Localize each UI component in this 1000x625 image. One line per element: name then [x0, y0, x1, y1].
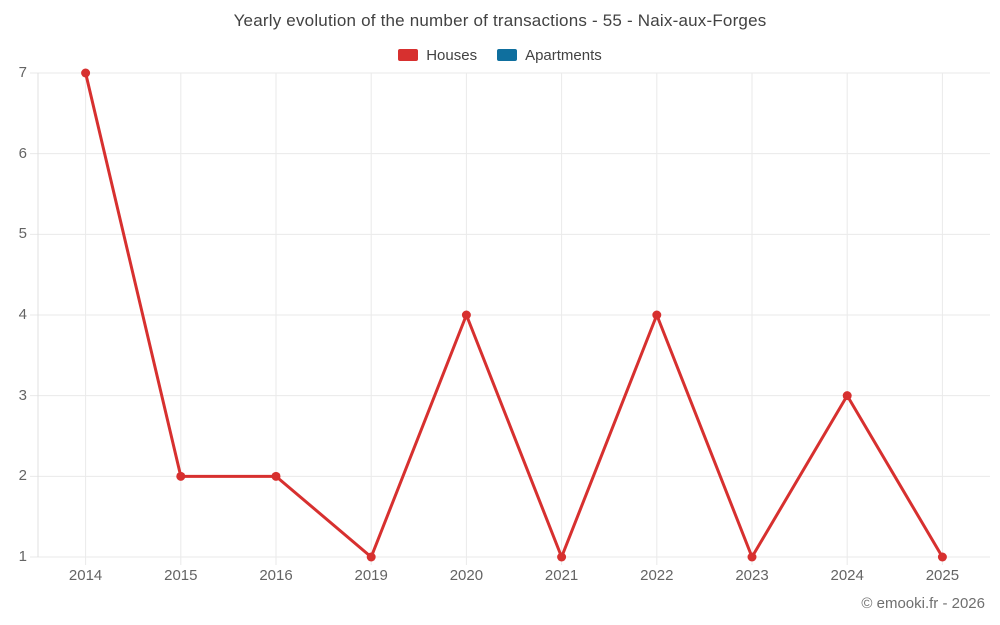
series-line-houses: [84, 71, 944, 559]
data-point-houses[interactable]: [557, 552, 567, 562]
y-axis-tick-label: 3: [18, 386, 27, 404]
legend-item-apartments[interactable]: Apartments: [497, 47, 602, 64]
legend-label: Houses: [426, 46, 478, 64]
data-point-houses[interactable]: [366, 552, 376, 562]
x-axis-tick-label: 2022: [640, 567, 674, 584]
y-axis-tick-label: 5: [18, 225, 27, 243]
x-axis-tick-label: 2014: [68, 567, 103, 584]
x-axis-tick-label: 2025: [925, 567, 960, 584]
data-point-houses[interactable]: [271, 471, 281, 481]
x-axis-tick-label: 2021: [544, 567, 579, 584]
x-axis-tick-label: 2020: [449, 567, 484, 584]
footer-credit: © emooki.fr - 2026: [861, 595, 985, 612]
data-point-houses[interactable]: [461, 310, 471, 320]
chart-title: Yearly evolution of the number of transa…: [233, 11, 767, 30]
data-point-houses[interactable]: [842, 391, 852, 401]
data-point-houses[interactable]: [652, 310, 662, 320]
legend-swatch-apartments: [497, 49, 518, 61]
data-point-houses[interactable]: [747, 552, 757, 562]
legend-swatch-houses: [398, 49, 419, 61]
data-point-houses[interactable]: [176, 471, 186, 481]
x-axis-tick-label: 2015: [164, 567, 198, 584]
x-axis-tick-label: 2016: [259, 567, 293, 584]
legend-item-houses[interactable]: Houses: [398, 47, 477, 64]
x-axis-tick-label: 2023: [735, 567, 769, 584]
legend-label: Apartments: [525, 46, 602, 64]
data-point-houses[interactable]: [81, 68, 91, 78]
x-axis-tick-label: 2019: [354, 567, 388, 584]
chart-legend: Houses Apartments: [0, 45, 1000, 65]
y-axis-tick-label: 7: [18, 64, 27, 81]
y-axis-tick-label: 6: [18, 144, 27, 162]
y-axis-tick-label: 4: [18, 306, 27, 323]
y-axis-tick-label: 1: [18, 548, 27, 565]
data-point-houses[interactable]: [937, 552, 947, 562]
x-axis-tick-label: 2024: [830, 567, 864, 584]
y-axis-tick-label: 2: [18, 467, 27, 485]
